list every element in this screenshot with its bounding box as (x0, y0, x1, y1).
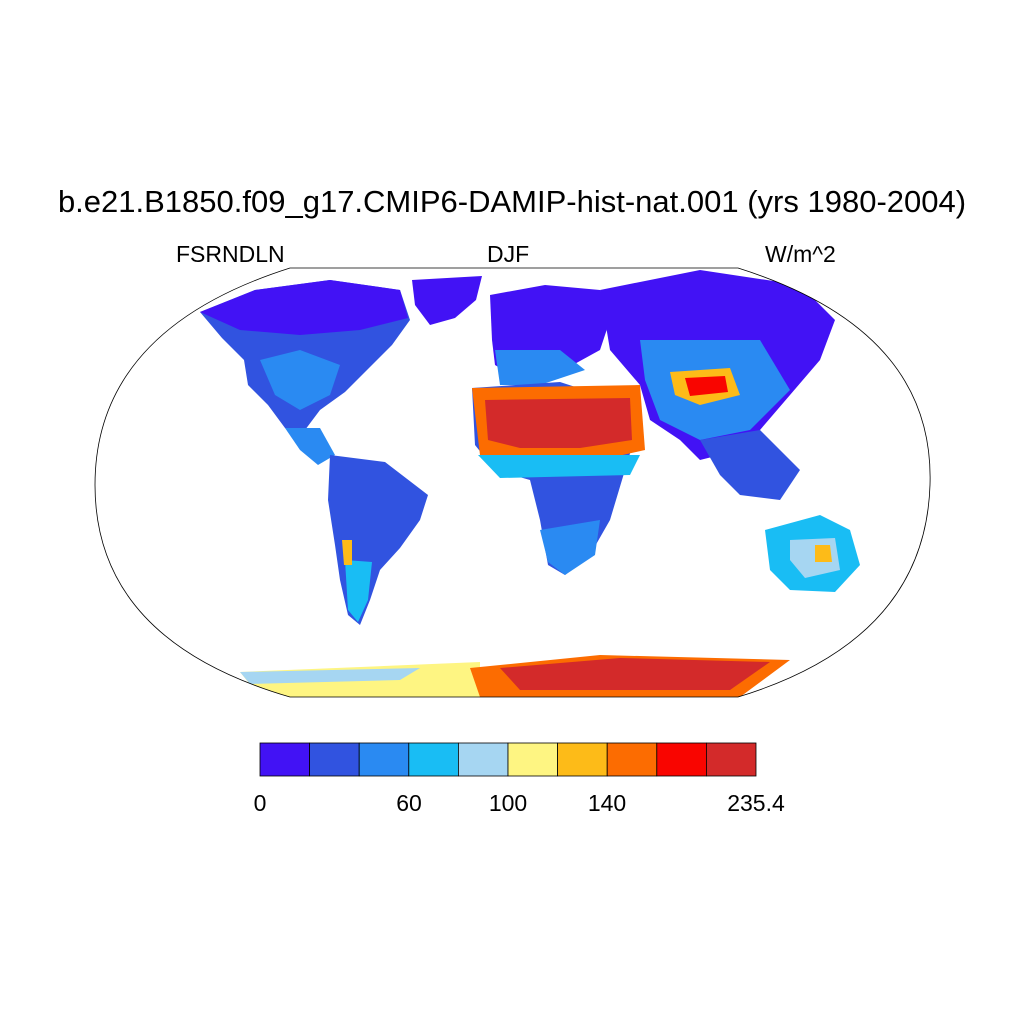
colorbar-tick-label: 140 (587, 790, 627, 816)
colorbar-box (507, 742, 558, 777)
colorbar-box (656, 742, 707, 777)
colorbar-tick-label: 60 (396, 790, 422, 816)
antarctica-east (500, 658, 770, 690)
se-asia (700, 430, 800, 500)
greenland (412, 276, 482, 325)
plot-title: b.e21.B1850.f09_g17.CMIP6-DAMIP-hist-nat… (57, 184, 967, 219)
sahara-inner (485, 398, 632, 448)
north-america-mid (260, 350, 340, 410)
north-america-north (200, 280, 408, 335)
europe-south (495, 350, 585, 385)
colorbar-tick-label: 100 (488, 790, 528, 816)
colorbar-box (309, 742, 360, 777)
colorbar-box (706, 742, 757, 777)
colorbar-box (358, 742, 410, 777)
tibet-core (685, 376, 728, 396)
colorbar-box (408, 742, 459, 777)
season-label: DJF (487, 241, 530, 267)
central-america (285, 428, 335, 465)
units-label: W/m^2 (765, 241, 836, 267)
colorbar-box (557, 742, 608, 777)
southern-africa (540, 520, 600, 575)
colorbar-box (606, 742, 658, 777)
andes-spot (342, 540, 352, 565)
variable-name: FSRNDLN (176, 241, 285, 267)
sahel (478, 455, 640, 478)
colorbar-tick-label: 0 (253, 790, 267, 816)
colorbar-box (259, 742, 310, 777)
antarctica-west-edge (240, 668, 420, 684)
colorbar-tick-label: 235.4 (727, 790, 785, 816)
australia-hot (815, 545, 832, 562)
south-america-south (345, 560, 372, 622)
map-boundary (94, 267, 931, 698)
colorbar-box (457, 742, 509, 777)
